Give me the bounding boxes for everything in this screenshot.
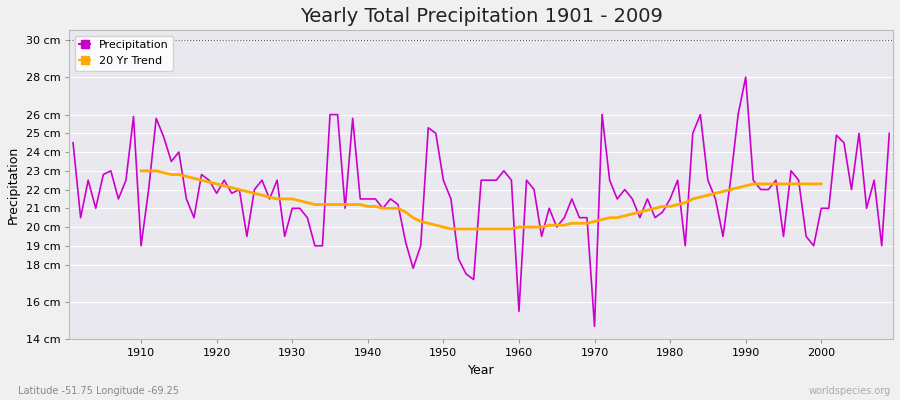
Y-axis label: Precipitation: Precipitation <box>7 146 20 224</box>
Text: worldspecies.org: worldspecies.org <box>809 386 891 396</box>
Legend: Precipitation, 20 Yr Trend: Precipitation, 20 Yr Trend <box>75 36 174 70</box>
Text: Latitude -51.75 Longitude -69.25: Latitude -51.75 Longitude -69.25 <box>18 386 179 396</box>
X-axis label: Year: Year <box>468 364 494 377</box>
Title: Yearly Total Precipitation 1901 - 2009: Yearly Total Precipitation 1901 - 2009 <box>300 7 662 26</box>
